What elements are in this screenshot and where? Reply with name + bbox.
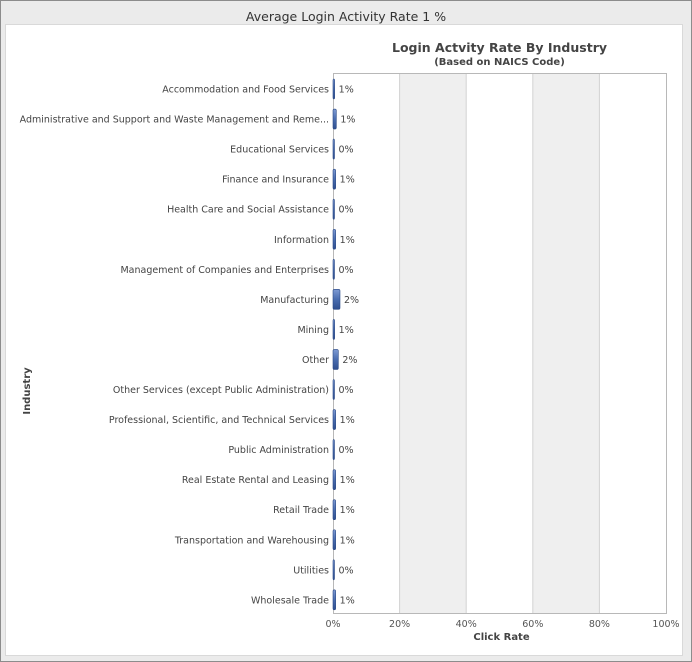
grid-band — [466, 73, 533, 613]
x-tick-label: 40% — [456, 619, 477, 630]
bar[interactable] — [332, 289, 341, 310]
x-tick-label: 100% — [652, 619, 679, 630]
data-label: 1% — [339, 325, 354, 336]
data-label: 0% — [339, 145, 354, 156]
bar[interactable] — [332, 168, 336, 190]
bar[interactable] — [332, 108, 337, 130]
data-label: 1% — [339, 85, 354, 96]
bar[interactable] — [332, 559, 335, 581]
y-tick-label: Management of Companies and Enterprises — [120, 265, 329, 276]
data-label: 1% — [340, 175, 355, 186]
x-tick-label: 0% — [325, 619, 340, 630]
bar[interactable] — [332, 228, 336, 250]
data-label: 0% — [339, 265, 354, 276]
bar-chart: Login Actvity Rate By Industry (Based on… — [20, 40, 680, 643]
data-label: 1% — [340, 415, 355, 426]
grid-band — [599, 73, 666, 613]
data-label: 0% — [339, 445, 354, 456]
y-tick-label: Accommodation and Food Services — [162, 85, 329, 96]
data-label: 1% — [340, 595, 355, 606]
y-tick-label: Mining — [297, 325, 329, 336]
y-tick-label: Retail Trade — [273, 505, 329, 516]
panel-title: Average Login Activity Rate 1 % — [245, 9, 447, 24]
x-axis-label: Click Rate — [473, 632, 529, 643]
y-tick-label: Finance and Insurance — [222, 175, 329, 186]
bar[interactable] — [332, 198, 335, 220]
bar[interactable] — [332, 499, 336, 521]
grid-band — [399, 73, 467, 613]
y-tick-label: Other — [302, 355, 329, 366]
bar[interactable] — [332, 409, 336, 430]
chart-title: Login Actvity Rate By Industry — [392, 40, 607, 55]
x-tick-label: 60% — [522, 619, 543, 630]
bar[interactable] — [332, 439, 335, 460]
x-tick-label: 20% — [389, 619, 410, 630]
y-tick-label: Manufacturing — [260, 295, 329, 306]
y-tick-label: Real Estate Rental and Leasing — [182, 475, 329, 486]
y-tick-label: Utilities — [293, 565, 329, 576]
y-tick-label: Wholesale Trade — [251, 595, 329, 606]
bar[interactable] — [332, 589, 336, 611]
y-tick-label: Transportation and Warehousing — [174, 535, 329, 546]
bar[interactable] — [332, 349, 339, 370]
data-label: 2% — [344, 295, 359, 306]
bar[interactable] — [332, 379, 335, 400]
y-axis-label: Industry — [22, 367, 33, 415]
grid-band — [532, 73, 600, 613]
y-tick-label: Professional, Scientific, and Technical … — [109, 415, 329, 426]
data-label: 0% — [339, 205, 354, 216]
bar[interactable] — [332, 469, 336, 490]
data-label: 1% — [340, 475, 355, 486]
data-label: 1% — [340, 535, 355, 546]
y-tick-label: Other Services (except Public Administra… — [113, 385, 329, 396]
plot-area — [333, 73, 667, 614]
y-tick-label: Educational Services — [230, 145, 329, 156]
bar[interactable] — [332, 138, 335, 160]
data-label: 2% — [342, 355, 357, 366]
data-label: 1% — [340, 505, 355, 516]
data-label: 0% — [339, 385, 354, 396]
bar[interactable] — [332, 78, 335, 100]
y-tick-label: Administrative and Support and Waste Man… — [20, 115, 329, 126]
chart-subtitle: (Based on NAICS Code) — [434, 57, 565, 68]
bar[interactable] — [332, 529, 336, 551]
data-label: 0% — [339, 565, 354, 576]
data-label: 1% — [340, 235, 355, 246]
grid-band — [333, 73, 400, 613]
data-label: 1% — [340, 115, 355, 126]
chart-panel: Login Actvity Rate By Industry (Based on… — [5, 24, 683, 656]
bar[interactable] — [332, 259, 335, 280]
bar[interactable] — [332, 319, 335, 340]
y-tick-label: Public Administration — [228, 445, 329, 456]
y-tick-label: Information — [274, 235, 329, 246]
y-tick-label: Health Care and Social Assistance — [167, 205, 329, 216]
x-tick-label: 80% — [589, 619, 610, 630]
